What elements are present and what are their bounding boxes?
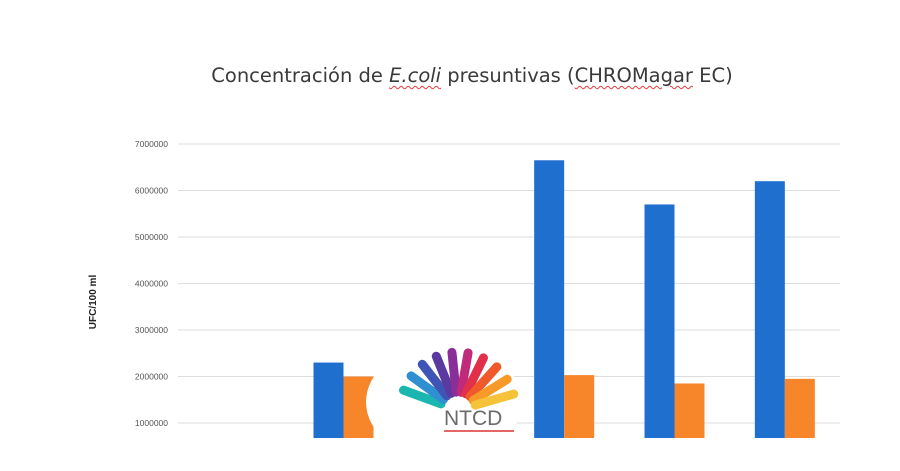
logo-petal	[468, 374, 512, 405]
bar-series-2	[564, 375, 595, 438]
y-axis-ticks: 1000000 2000000 3000000 4000000 5000000 60000…	[135, 139, 168, 428]
y-tick-label: 1000000	[135, 418, 168, 428]
bar-series-2	[784, 378, 815, 438]
logo-petal	[456, 348, 473, 397]
logo-petal	[431, 351, 456, 398]
logo-petal	[447, 347, 461, 397]
y-tick-label: 3000000	[135, 325, 168, 335]
title-middle: presuntivas (	[441, 64, 575, 87]
logo-petal	[461, 353, 488, 399]
ntcd-logo: NTCD	[366, 344, 522, 460]
y-tick-label: 6000000	[135, 186, 168, 196]
logo-rays-icon	[398, 347, 519, 410]
bar-series-1	[313, 362, 344, 438]
title-medium: CHROMagar	[574, 64, 693, 87]
y-tick-label: 4000000	[135, 279, 168, 289]
y-tick-label: 2000000	[135, 372, 168, 382]
chart-title: Concentración de E.coli presuntivas (CHR…	[0, 64, 900, 87]
logo-petal	[470, 389, 519, 410]
logo-petal	[417, 359, 452, 401]
y-tick-label: 7000000	[135, 139, 168, 149]
title-organism: E.coli	[389, 64, 442, 87]
bar-series-1	[754, 181, 785, 438]
logo-petal	[465, 362, 502, 402]
y-tick-label: 5000000	[135, 232, 168, 242]
bar-series-1	[534, 160, 565, 438]
bars	[313, 160, 815, 438]
y-axis-label: UFC/100 ml	[88, 275, 99, 330]
title-prefix: Concentración de	[211, 64, 390, 87]
bar-series-1	[644, 204, 675, 438]
logo-petal	[406, 371, 448, 404]
logo-petal	[398, 385, 446, 409]
title-suffix: EC)	[692, 64, 733, 87]
bar-series-2	[674, 383, 705, 438]
logo-text: NTCD	[444, 407, 502, 430]
